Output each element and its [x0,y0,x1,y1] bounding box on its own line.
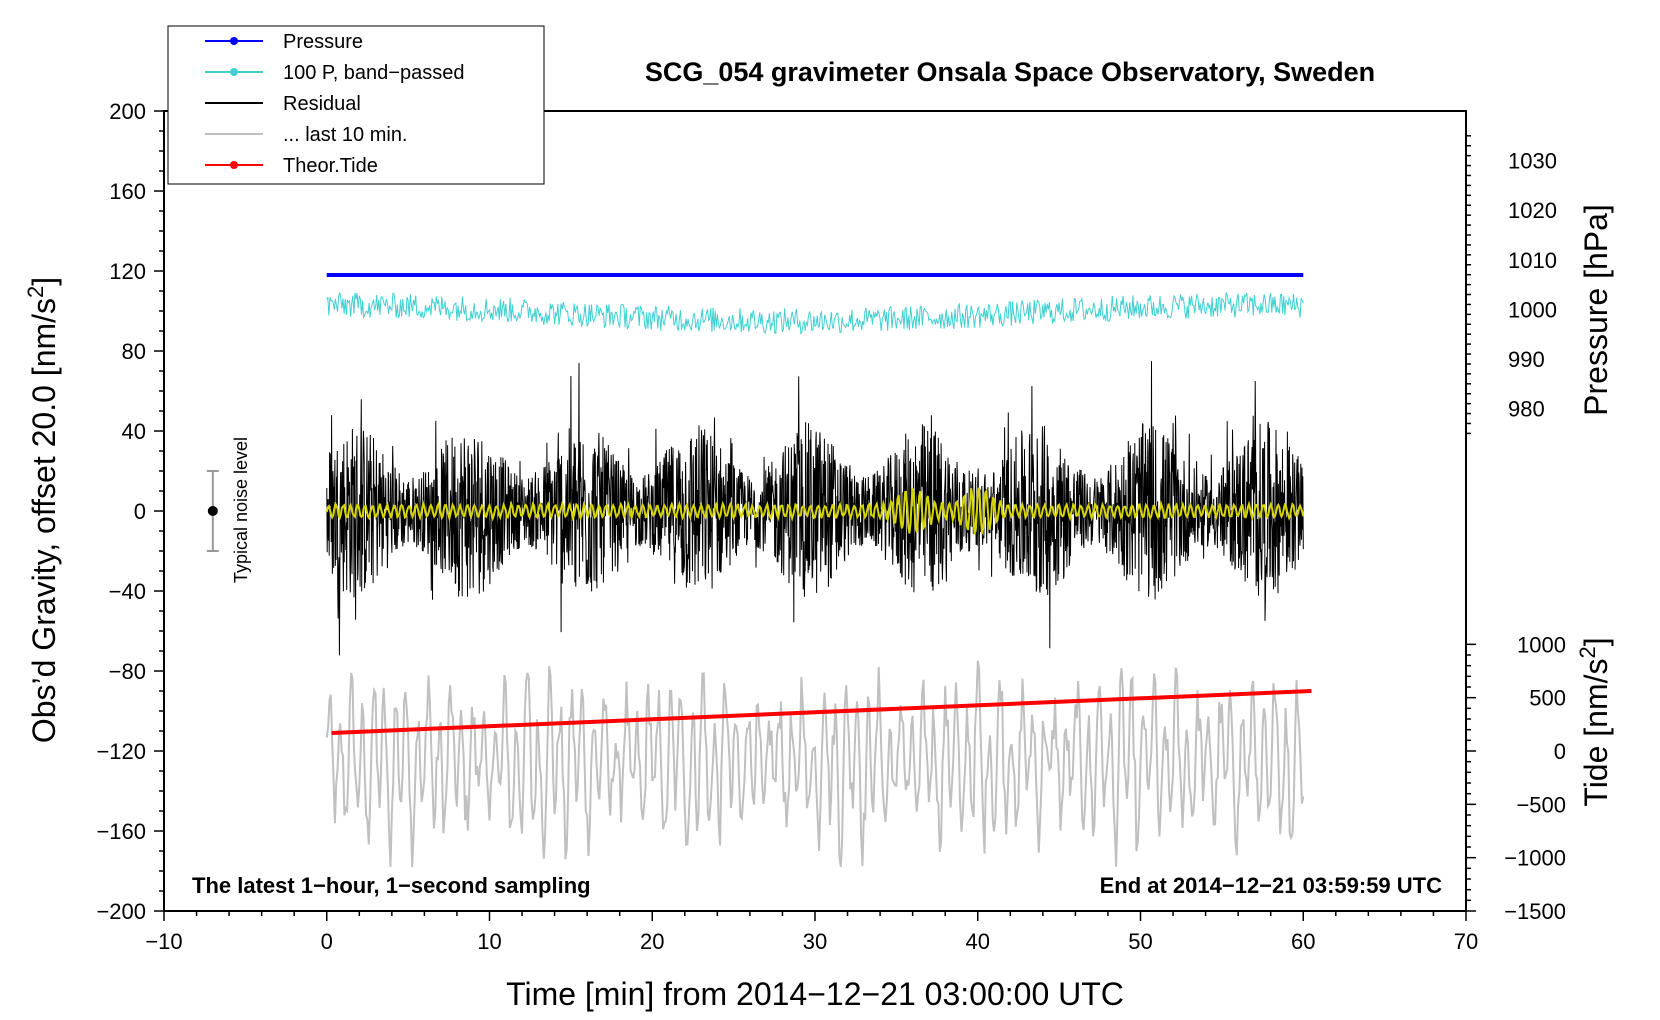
series-residual-smoothed [325,487,1305,536]
y-tick-label: 120 [109,259,146,284]
y-tick-label: −80 [109,659,146,684]
pressure-tick-label: 1010 [1508,248,1557,273]
series-layer [325,273,1312,868]
legend-item: Pressure [205,31,363,53]
legend-item: Residual [205,93,361,115]
legend-item: 100 P, band−passed [205,62,464,84]
y-tick-label: −120 [96,739,146,764]
legend-label: Theor.Tide [283,155,378,177]
x-tick-label: 40 [966,929,990,954]
legend: Pressure 100 P, band−passed Residual ... la… [167,25,545,185]
pressure-tick-label: 980 [1508,397,1545,422]
legend-items: Pressure 100 P, band−passed Residual ... la… [205,31,464,177]
y-axis-label-left: Obs’d Gravity, offset 20.0 [nm/s2] [23,277,62,743]
x-tick-label: 30 [803,929,827,954]
noise-level-indicator: Typical noise level [206,437,251,583]
tide-tick-label: −1500 [1504,899,1566,924]
tide-tick-label: −1000 [1504,846,1566,871]
series-theoretical-tide [331,689,1312,735]
chart-title: SCG_054 gravimeter Onsala Space Observat… [645,57,1375,87]
tide-tick-label: 500 [1529,686,1566,711]
y-tick-label: −40 [109,579,146,604]
legend-label: Residual [283,93,361,115]
legend-item: ... last 10 min. [205,124,408,146]
y-tick-label: 160 [109,179,146,204]
legend-marker [230,161,238,169]
legend-item: Theor.Tide [205,155,378,177]
x-tick-label: −10 [145,929,182,954]
x-tick-label: 50 [1128,929,1152,954]
tide-tick-label: 0 [1554,739,1566,764]
noise-label: Typical noise level [231,437,251,583]
y-tick-label: 40 [122,419,146,444]
legend-label: Pressure [283,31,363,53]
legend-box [167,25,545,185]
noise-bar-center [207,506,218,516]
x-tick-label: 20 [640,929,664,954]
legend-label: ... last 10 min. [283,124,408,146]
annotation-left: The latest 1−hour, 1−second sampling [192,873,591,898]
legend-marker [230,37,238,45]
y-tick-label: 200 [109,99,146,124]
legend-marker [230,68,238,76]
ticks-layer: −10 0 10 20 30 40 50 60 7020016012080400−40−80−1… [96,99,1566,954]
series-band-passed-pressure [326,292,1304,335]
y-tick-label: −160 [96,819,146,844]
pressure-tick-label: 1030 [1508,149,1557,174]
pressure-tick-label: 990 [1508,347,1545,372]
x-axis-label: Time [min] from 2014−12−21 03:00:00 UTC [506,976,1124,1012]
x-tick-label: 0 [321,929,333,954]
y-tick-label: 80 [122,339,146,364]
y-tick-label: 0 [134,499,146,524]
x-tick-label: 70 [1454,929,1478,954]
x-tick-label: 60 [1291,929,1315,954]
y-axis-label-pressure: Pressure [hPa] [1578,204,1614,416]
series-residual [326,361,1304,656]
tide-tick-label: −500 [1516,792,1566,817]
y-axis-label-tide: Tide [nm/s2] [1575,637,1614,806]
pressure-tick-label: 1000 [1508,297,1557,322]
pressure-tick-label: 1020 [1508,198,1557,223]
annotation-right: End at 2014−12−21 03:59:59 UTC [1100,873,1443,898]
y-tick-label: −200 [96,899,146,924]
legend-label: 100 P, band−passed [283,62,464,84]
series-last-10-min [325,660,1305,868]
x-tick-label: 10 [477,929,501,954]
tide-tick-label: 1000 [1517,632,1566,657]
